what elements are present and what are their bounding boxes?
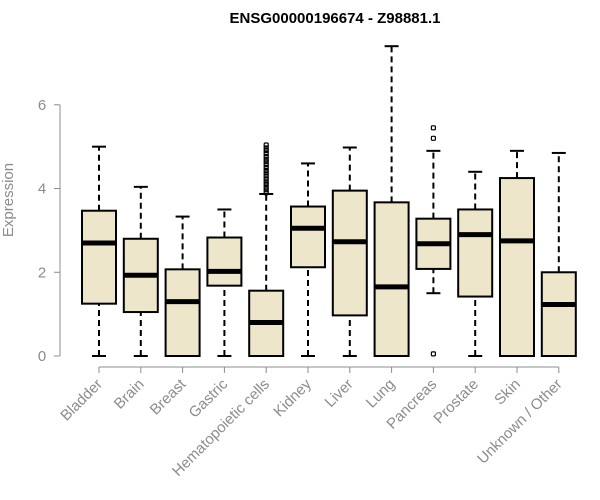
box-skin — [499, 149, 535, 357]
x-tick-label: Skin — [491, 376, 524, 409]
outlier-point — [263, 184, 269, 190]
outlier-point — [263, 156, 269, 162]
x-tick-label: Prostate — [430, 376, 482, 428]
outlier-point — [263, 147, 269, 154]
x-tick-label: Breast — [147, 375, 190, 418]
outlier-point — [263, 187, 269, 193]
outlier-point — [263, 170, 269, 176]
iqr-box — [206, 236, 243, 287]
chart-title: ENSG00000196674 - Z98881.1 — [230, 10, 441, 27]
box-prostate — [457, 170, 494, 357]
iqr-box — [540, 271, 577, 357]
iqr-box — [499, 177, 535, 357]
outlier-point — [263, 153, 269, 159]
box-unknown-other — [540, 151, 577, 357]
outlier-point — [263, 176, 269, 182]
y-tick-label: 2 — [38, 264, 46, 281]
boxplot-series — [81, 45, 577, 357]
y-axis-label: Expression — [0, 163, 17, 237]
y-tick-label: 0 — [38, 348, 46, 365]
iqr-box — [373, 201, 410, 357]
y-tick-label: 6 — [38, 97, 46, 114]
iqr-box — [290, 205, 326, 269]
x-tick-label: Brain — [111, 376, 148, 413]
box-hematopoietic-cells — [248, 142, 285, 357]
box-liver — [331, 146, 368, 357]
y-tick-label: 4 — [38, 181, 46, 198]
iqr-box — [457, 208, 494, 298]
outlier-point — [263, 173, 269, 179]
box-brain — [122, 185, 159, 357]
outlier-point — [263, 181, 269, 187]
box-lung — [373, 45, 410, 357]
box-pancreas — [415, 125, 452, 357]
x-tick-label: Liver — [322, 376, 357, 411]
outlier-point — [263, 150, 269, 156]
iqr-box — [81, 209, 117, 305]
y-axis: 0 2 4 6 — [38, 97, 61, 365]
outlier-point — [263, 167, 269, 174]
outlier-point — [430, 135, 436, 141]
outlier-point — [263, 162, 269, 168]
outlier-point — [263, 179, 269, 185]
outlier-point — [263, 165, 269, 171]
outlier-point — [263, 145, 269, 151]
outlier-point — [263, 142, 269, 148]
outlier-point — [263, 159, 269, 165]
outlier-point — [430, 351, 436, 357]
outlier-point — [263, 190, 269, 196]
box-gastric — [206, 208, 243, 357]
x-tick-label: Bladder — [57, 376, 106, 425]
outlier-point — [430, 125, 436, 131]
x-tick-label: Kidney — [270, 375, 315, 420]
x-tick-label: Lung — [363, 376, 399, 412]
iqr-box — [331, 189, 368, 317]
box-breast — [164, 215, 201, 357]
box-kidney — [290, 162, 326, 357]
box-bladder — [81, 145, 117, 357]
iqr-box — [164, 268, 201, 357]
